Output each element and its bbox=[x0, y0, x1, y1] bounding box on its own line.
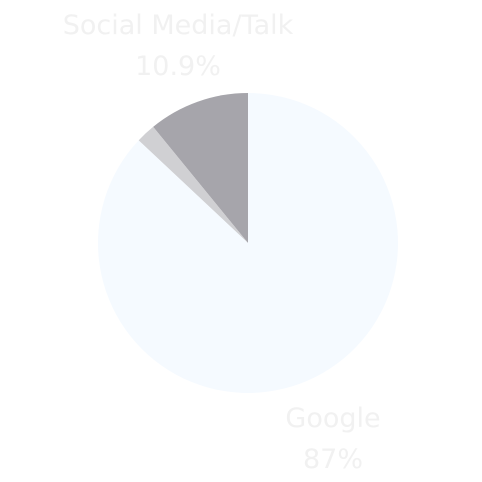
label-social-media-name: Social Media/Talk bbox=[63, 10, 294, 41]
pie-slice-google bbox=[98, 93, 399, 393]
pie-slice-social-media-talk bbox=[153, 93, 248, 243]
pie-slice-other bbox=[138, 126, 248, 243]
pie-slices bbox=[98, 93, 399, 393]
label-social-media-value: 10.9% bbox=[135, 51, 221, 82]
pie-labels: Google 87% Social Media/Talk 10.9% bbox=[63, 10, 381, 475]
label-google-name: Google bbox=[285, 403, 380, 434]
label-google-value: 87% bbox=[303, 444, 363, 475]
